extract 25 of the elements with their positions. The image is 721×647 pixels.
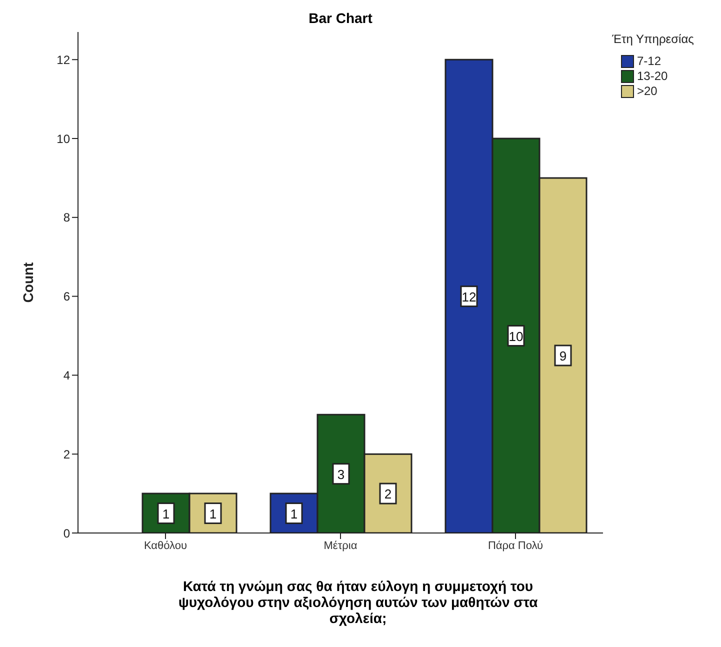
y-tick-label: 6: [63, 290, 70, 304]
legend-label: 13-20: [637, 69, 668, 83]
x-tick-label: Πάρα Πολύ: [488, 540, 544, 552]
y-tick-label: 8: [63, 210, 70, 225]
data-label: 10: [508, 328, 524, 344]
legend-label: 7-12: [637, 54, 662, 68]
legend-label: >20: [637, 84, 658, 98]
data-label: 9: [559, 348, 567, 364]
data-label: 12: [462, 289, 476, 304]
x-tick-label: Καθόλου: [144, 540, 188, 552]
y-tick-label: 4: [63, 368, 70, 382]
y-axis-title: Count: [20, 262, 36, 303]
data-label: 1: [290, 506, 298, 522]
y-tick-label: 12: [56, 52, 70, 67]
data-label: 1: [162, 506, 170, 522]
chart-title: Bar Chart: [308, 10, 374, 26]
y-tick-label: 10: [56, 132, 70, 146]
legend-title: Έτη Υπηρεσίας: [611, 32, 695, 46]
x-axis-title: Κατά τη γνώμη σας θα ήταν εύλογη η συμμετοχή του ψυχολόγου στην αξιολόγηση αυτών των μαθητών στα σχολεία;: [177, 578, 539, 626]
x-tick-label: Μέτρια: [324, 540, 358, 552]
y-tick-label: 2: [63, 447, 70, 462]
data-label: 2: [384, 486, 392, 502]
y-tick-label: 0: [63, 526, 70, 540]
data-label: 1: [209, 506, 217, 522]
data-label: 3: [337, 466, 345, 482]
